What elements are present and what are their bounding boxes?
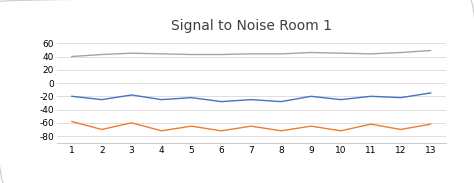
Title: Signal to Noise Room 1: Signal to Noise Room 1 [171, 19, 332, 33]
Legend: Signal, Noise, SNR: Signal, Noise, SNR [169, 179, 334, 183]
